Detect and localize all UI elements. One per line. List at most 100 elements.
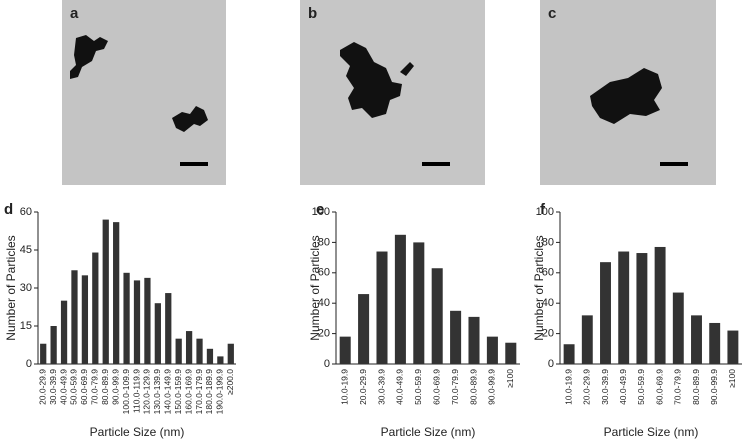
x-tick-label: 50.0-59.9 bbox=[636, 369, 646, 405]
x-tick-label: 90.0-99.9 bbox=[487, 369, 497, 405]
bar bbox=[486, 336, 498, 364]
x-tick-label: 150.0-159.9 bbox=[173, 369, 183, 415]
bar bbox=[206, 348, 214, 364]
bar bbox=[727, 330, 739, 364]
x-axis-title: Particle Size (nm) bbox=[90, 425, 185, 439]
bar bbox=[92, 252, 99, 364]
y-tick-label: 80 bbox=[542, 236, 554, 248]
x-tick-label: 80.0-89.9 bbox=[468, 369, 478, 405]
bar bbox=[450, 310, 462, 364]
x-tick-label: 40.0-49.9 bbox=[58, 369, 68, 405]
panel-label: e bbox=[316, 201, 324, 218]
x-tick-label: 160.0-169.9 bbox=[183, 369, 193, 415]
y-tick-label: 40 bbox=[542, 297, 554, 309]
y-tick-label: 0 bbox=[26, 358, 32, 370]
x-tick-label: 40.0-49.9 bbox=[618, 369, 628, 405]
tem-image: b bbox=[300, 0, 485, 185]
y-tick-label: 60 bbox=[542, 267, 554, 279]
y-tick-label: 15 bbox=[20, 320, 32, 332]
x-tick-label: 180.0-189.9 bbox=[204, 369, 214, 415]
panel-label: b bbox=[308, 5, 317, 22]
x-tick-label: 90.0-99.9 bbox=[709, 369, 719, 405]
bar bbox=[227, 343, 234, 364]
bar bbox=[217, 356, 224, 364]
bar bbox=[654, 246, 666, 364]
y-tick-label: 0 bbox=[324, 358, 330, 370]
bar bbox=[102, 219, 109, 364]
x-tick-label: 170.0-179.9 bbox=[194, 369, 204, 415]
bar bbox=[505, 342, 517, 364]
bar bbox=[358, 294, 370, 364]
bar bbox=[636, 253, 648, 364]
x-axis-title: Particle Size (nm) bbox=[381, 425, 476, 439]
x-tick-label: 20.0-29.9 bbox=[37, 369, 47, 405]
bar bbox=[50, 326, 57, 364]
bar bbox=[709, 322, 721, 364]
x-tick-label: 60.0-69.9 bbox=[654, 369, 664, 405]
bar bbox=[563, 344, 575, 364]
bar bbox=[618, 251, 630, 364]
x-tick-label: 10.0-19.9 bbox=[339, 369, 349, 405]
y-tick-label: 45 bbox=[20, 244, 32, 256]
x-tick-label: ≥100 bbox=[505, 369, 515, 388]
x-tick-label: ≥100 bbox=[727, 369, 737, 388]
x-tick-label: 30.0-39.9 bbox=[600, 369, 610, 405]
bar bbox=[71, 270, 78, 364]
bar bbox=[185, 331, 193, 364]
x-tick-label: 140.0-149.9 bbox=[163, 369, 173, 415]
y-tick-label: 100 bbox=[312, 206, 330, 218]
x-tick-label: 60.0-69.9 bbox=[431, 369, 441, 405]
x-tick-label: 90.0-99.9 bbox=[110, 369, 120, 405]
bar bbox=[175, 338, 182, 364]
x-tick-label: 50.0-59.9 bbox=[69, 369, 79, 405]
x-tick-label: 50.0-59.9 bbox=[413, 369, 423, 405]
bar bbox=[339, 336, 351, 364]
bar bbox=[196, 338, 203, 364]
bar bbox=[376, 251, 388, 364]
bar bbox=[394, 234, 406, 364]
panel-label: a bbox=[70, 5, 79, 22]
panel-label: d bbox=[4, 201, 13, 218]
x-tick-label: 130.0-139.9 bbox=[152, 369, 162, 415]
y-tick-label: 60 bbox=[20, 206, 32, 218]
bar bbox=[133, 280, 141, 364]
x-tick-label: 20.0-29.9 bbox=[358, 369, 368, 405]
bar bbox=[40, 343, 47, 364]
bar bbox=[413, 242, 425, 364]
y-axis-title: Number of Particles bbox=[4, 235, 18, 340]
y-tick-label: 60 bbox=[318, 267, 330, 279]
bar bbox=[144, 277, 151, 364]
x-tick-label: 40.0-49.9 bbox=[395, 369, 405, 405]
x-tick-label: 100.0-109.9 bbox=[121, 369, 131, 415]
x-tick-label: 30.0-39.9 bbox=[376, 369, 386, 405]
y-tick-label: 0 bbox=[548, 358, 554, 370]
x-tick-label: 120.0-129.9 bbox=[142, 369, 152, 415]
bar bbox=[81, 275, 89, 364]
bar bbox=[468, 316, 480, 364]
x-tick-label: 70.0-79.9 bbox=[90, 369, 100, 405]
tem-image: a bbox=[62, 0, 226, 185]
y-axis-title: Number of Particles bbox=[532, 235, 546, 340]
x-axis-title: Particle Size (nm) bbox=[604, 425, 699, 439]
x-tick-label: 80.0-89.9 bbox=[691, 369, 701, 405]
y-tick-label: 20 bbox=[318, 328, 330, 340]
x-tick-label: 10.0-19.9 bbox=[563, 369, 573, 405]
x-tick-label: 80.0-89.9 bbox=[100, 369, 110, 405]
x-tick-label: ≥200.0 bbox=[225, 369, 235, 395]
panel-label: c bbox=[548, 5, 556, 22]
bar bbox=[600, 262, 611, 364]
y-tick-label: 40 bbox=[318, 297, 330, 309]
y-axis-title: Number of Particles bbox=[308, 235, 322, 340]
x-tick-label: 20.0-29.9 bbox=[582, 369, 592, 405]
bar bbox=[123, 272, 130, 364]
y-tick-label: 30 bbox=[20, 282, 32, 294]
bar bbox=[165, 293, 172, 364]
y-tick-label: 100 bbox=[536, 206, 554, 218]
bar bbox=[154, 303, 161, 364]
x-tick-label: 70.0-79.9 bbox=[673, 369, 683, 405]
bar bbox=[691, 315, 702, 364]
panel-label: f bbox=[540, 201, 546, 218]
bar bbox=[60, 300, 68, 364]
y-tick-label: 80 bbox=[318, 236, 330, 248]
